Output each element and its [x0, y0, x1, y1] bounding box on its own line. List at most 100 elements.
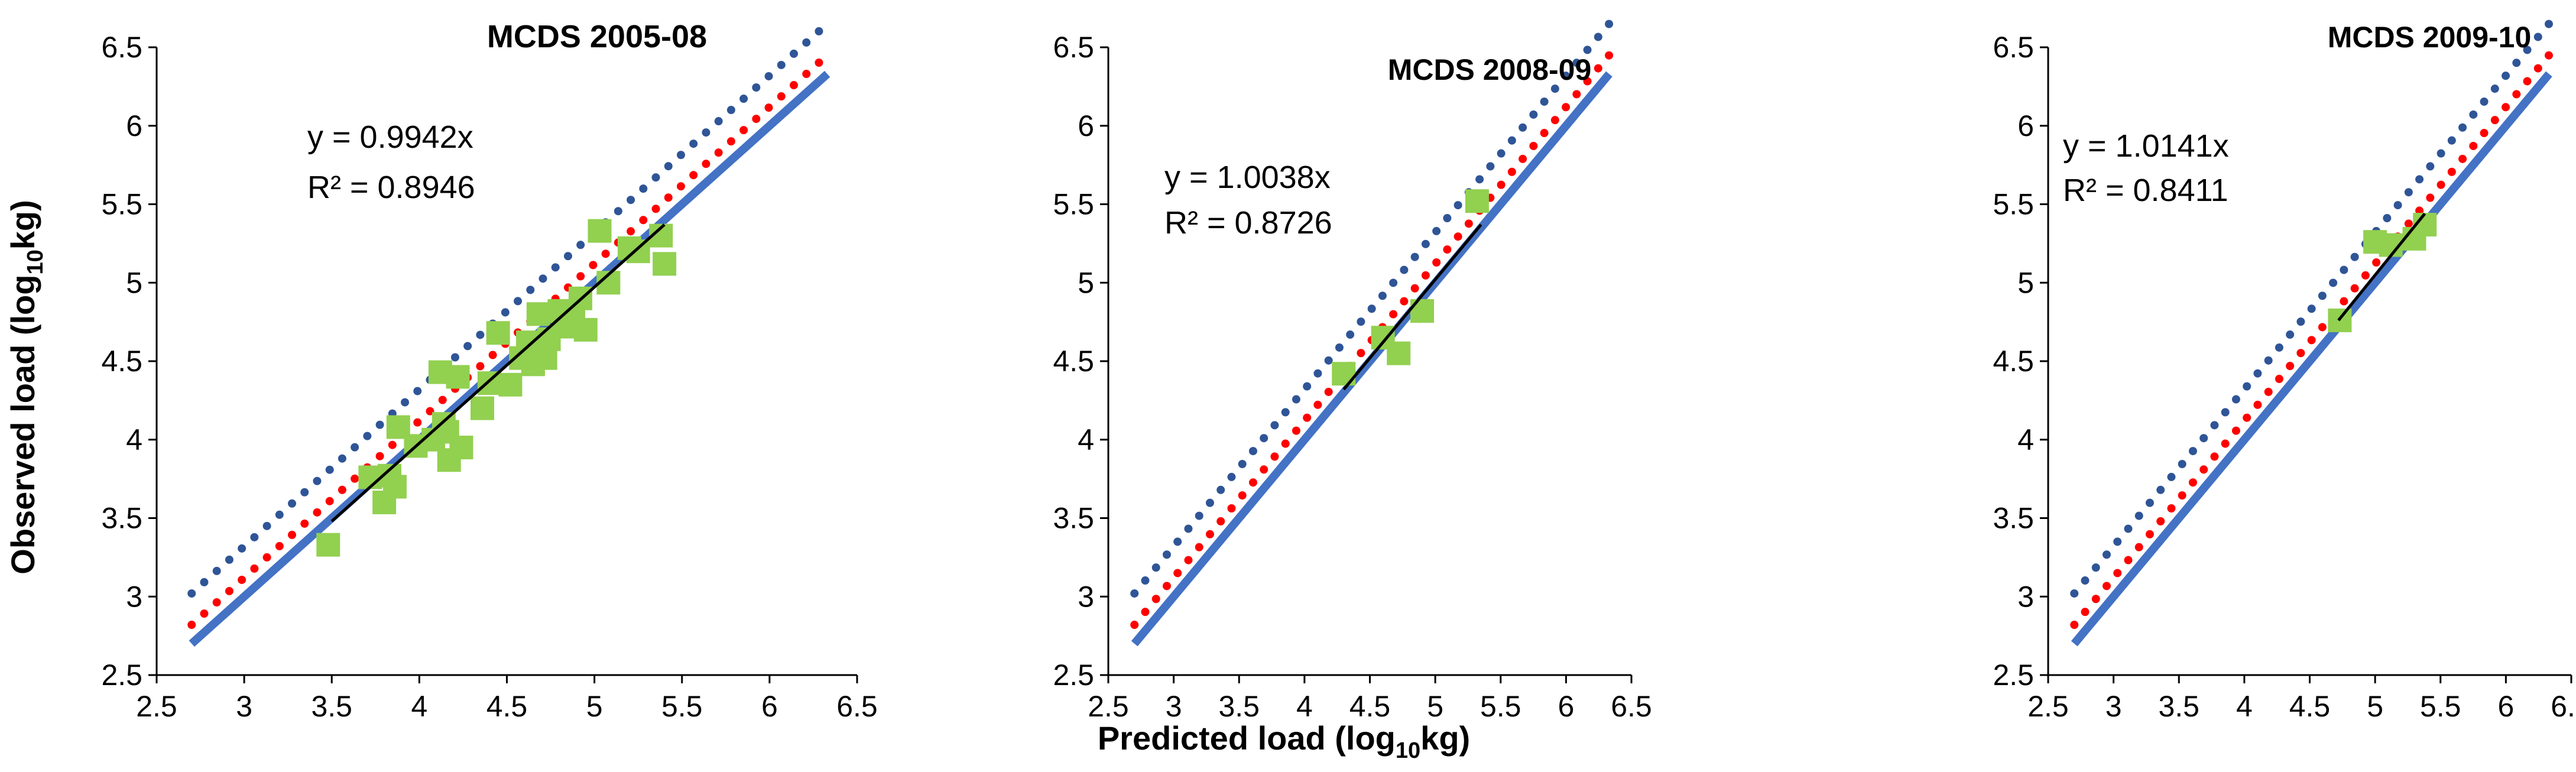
y-tick-label: 5.5: [1993, 188, 2034, 221]
x-tick-label: 4: [1296, 690, 1313, 723]
x-tick-label: 3.5: [311, 690, 352, 723]
y-tick-label: 2.5: [1053, 659, 1094, 692]
x-tick-label: 2.5: [136, 690, 177, 723]
chart-panel-3: 2.5 3 3.5 4 4.5 5 5.5 6 6.5 2.5 3 3.5 4 4.5 5 5.5 6 6.5 MC…: [1993, 20, 2576, 723]
y-tick-label: 6: [2017, 109, 2034, 142]
x-axis-label-sub: 10: [1396, 738, 1420, 763]
regression-equation: y = 1.0038x: [1164, 160, 1331, 195]
y-tick-label: 4.5: [101, 345, 142, 378]
x-axis-label-tail: kg): [1420, 719, 1470, 757]
y-tick-label: 5.5: [1053, 188, 1094, 221]
x-tick-label: 4.5: [2289, 690, 2331, 723]
y-tick-label: 3: [126, 580, 142, 613]
data-point: [626, 239, 650, 264]
y-tick-label: 4.5: [1053, 345, 1094, 378]
y-tick-label: 6.5: [101, 31, 142, 64]
y-axis-label-tail: kg): [4, 200, 41, 249]
x-tick-label: 5.5: [661, 690, 703, 723]
x-tick-label: 4.5: [1349, 690, 1391, 723]
data-point: [526, 302, 550, 326]
y-tick-label: 3: [1078, 580, 1094, 613]
x-tick-label: 4: [411, 690, 427, 723]
data-point: [446, 365, 470, 389]
upper-dotted-line: [187, 20, 832, 598]
x-tick-label: 6.5: [1611, 690, 1652, 723]
y-tick-label: 6: [126, 109, 142, 142]
regression-equation: y = 1.0141x: [2063, 128, 2229, 164]
y-tick-label: 4: [2017, 423, 2034, 456]
y-tick-label: 3: [2017, 580, 2034, 613]
data-point: [316, 533, 340, 557]
x-tick-label: 3.5: [2158, 690, 2199, 723]
x-tick-label: 4.5: [486, 690, 528, 723]
y-tick-label: 5: [126, 266, 142, 299]
y-tick-label: 4: [126, 423, 142, 456]
one-to-one-line: [1131, 71, 1613, 647]
r-squared-label: R² = 0.8726: [1164, 205, 1332, 241]
chart-title: MCDS 2009-10: [2328, 21, 2532, 54]
upper-dotted-line: [2070, 20, 2554, 598]
x-tick-label: 5: [2367, 690, 2383, 723]
y-tick-label: 6: [1078, 109, 1094, 142]
regression-line: [2337, 212, 2426, 322]
data-point: [449, 436, 473, 460]
x-tick-label: 6: [1558, 690, 1574, 723]
y-tick-label: 5: [2017, 266, 2034, 299]
y-tick-label: 2.5: [101, 659, 142, 692]
y-tick-label: 4: [1078, 423, 1094, 456]
upper-dotted-line: [1130, 20, 1614, 598]
data-point: [1387, 341, 1411, 365]
data-point: [573, 317, 598, 342]
data-point: [1332, 362, 1356, 386]
y-tick-label: 3.5: [1993, 502, 2034, 535]
r-squared-label: R² = 0.8411: [2063, 173, 2228, 208]
r-squared-label: R² = 0.8946: [307, 170, 475, 205]
y-tick-label: 6.5: [1053, 31, 1094, 64]
middle-dotted-line: [2070, 51, 2554, 630]
data-point: [1410, 299, 1434, 323]
x-tick-label: 3: [2105, 690, 2122, 723]
x-axis-label-main: Predicted load (log: [1098, 719, 1396, 757]
y-tick-label: 5: [1078, 266, 1094, 299]
data-point: [1465, 189, 1489, 213]
y-axis-label-main: Observed load (log: [4, 275, 41, 575]
y-tick-label: 3.5: [101, 502, 142, 535]
regression-equation: y = 0.9942x: [307, 119, 473, 155]
data-point: [653, 252, 677, 276]
x-axis-label: Predicted load (log10kg): [1098, 719, 1470, 763]
x-tick-label: 6.5: [2551, 690, 2576, 723]
y-tick-label: 2.5: [1993, 659, 2034, 692]
regression-line: [1342, 223, 1482, 391]
one-to-one-line: [2071, 71, 2552, 647]
chart-panel-2: 2.5 3 3.5 4 4.5 5 5.5 6 6.5 2.5 3 3.5 4 4.5 5 5.5 6 6.5 MC…: [1053, 20, 1652, 723]
x-tick-label: 5.5: [2420, 690, 2461, 723]
x-tick-label: 4: [2236, 690, 2253, 723]
chart-title: MCDS 2008-09: [1388, 53, 1592, 86]
x-tick-label: 5.5: [1480, 690, 1521, 723]
chart-title: MCDS 2005-08: [487, 19, 707, 54]
x-tick-label: 5: [586, 690, 603, 723]
data-point: [471, 396, 495, 420]
y-tick-label: 3.5: [1053, 502, 1094, 535]
x-tick-label: 3: [1166, 690, 1182, 723]
x-tick-label: 3.5: [1218, 690, 1260, 723]
middle-dotted-line: [187, 51, 832, 630]
data-point: [486, 321, 510, 345]
data-point: [498, 372, 523, 397]
chart-panel-1: 2.5 3 3.5 4 4.5 5 5.5 6 6.5 2.5 3 3.5 4 4.5 5 5.5 6 6.5 MC…: [101, 19, 877, 723]
regression-line: [330, 223, 666, 523]
y-tick-label: 6.5: [1993, 31, 2034, 64]
y-tick-label: 5.5: [101, 188, 142, 221]
data-point: [588, 219, 612, 243]
x-tick-label: 6.5: [836, 690, 878, 723]
x-tick-label: 6: [761, 690, 778, 723]
data-point: [382, 475, 407, 499]
y-axis-label-sub: 10: [23, 249, 48, 274]
x-tick-label: 2.5: [2027, 690, 2069, 723]
x-tick-label: 3: [236, 690, 252, 723]
x-tick-label: 2.5: [1088, 690, 1129, 723]
x-tick-label: 6: [2497, 690, 2514, 723]
y-tick-label: 4.5: [1993, 345, 2034, 378]
